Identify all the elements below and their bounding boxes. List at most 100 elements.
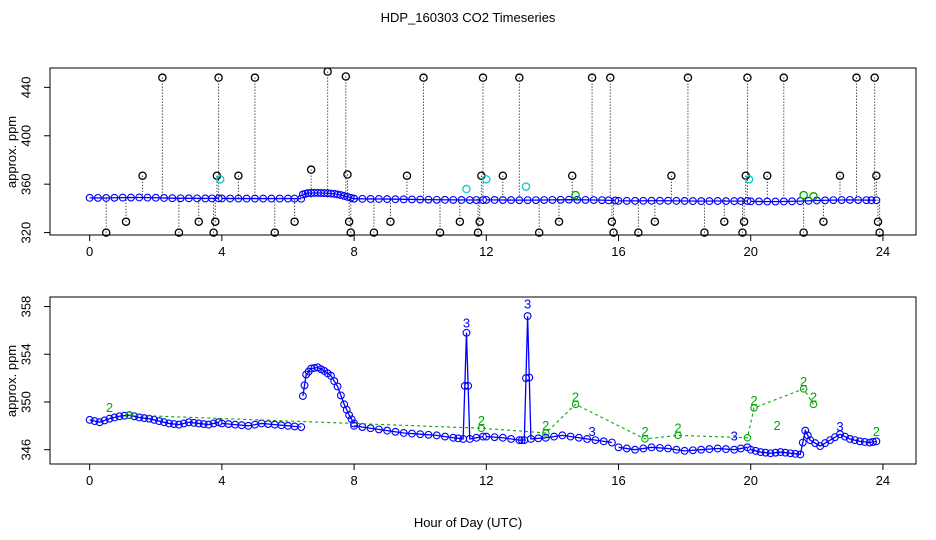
top-black-flagged-point [650,217,660,226]
top-x-tick-label: 12 [479,244,493,259]
top-panel: approx. ppm 0 4 8 12 16 20 24 320 360 400 440 [4,67,917,259]
bottom-data-point [347,415,356,424]
bottom-data-point [566,432,575,441]
top-series-line [89,196,219,200]
bottom-data-point [399,429,408,437]
top-data-point [498,196,507,204]
bottom-data-point [534,434,543,443]
bottom-series-line [221,422,302,428]
top-cyan-point [482,175,491,184]
top-data-point [85,193,94,202]
top-data-point [346,193,355,202]
bottom-data-point [174,420,183,429]
bottom-green-point [799,385,808,393]
top-black-flagged-point [835,171,845,180]
bottom-green-series-line [129,388,814,440]
top-data-point [721,197,730,206]
bottom-annotation-label: 3 [524,296,531,311]
bottom-data-point [460,381,469,390]
bottom-data-point [189,418,198,427]
top-series-line [486,199,616,202]
top-black-flagged-point [606,73,615,82]
bottom-data-point [214,418,223,427]
bottom-axes: 0 4 8 12 16 20 24 346 350 354 358 [19,296,891,488]
top-y-tick-label: 400 [19,125,34,147]
top-data-point [424,195,433,204]
top-series-line [750,199,877,203]
bottom-data-point [490,433,499,442]
top-data-point [127,193,135,202]
top-black-flagged-point [515,73,524,82]
top-black-flagged-point [194,217,203,226]
top-black-flagged-point [609,228,618,237]
top-black-flagged-point [534,228,544,237]
top-data-point [275,194,284,203]
top-black-flagged-point [872,171,881,180]
top-data-point [160,194,168,202]
bottom-data-point [550,432,559,441]
bottom-data-point [449,433,458,442]
top-black-flagged-point [819,217,828,226]
top-data-point [482,195,491,204]
top-data-point [788,197,796,206]
bottom-green-point [809,400,818,409]
bottom-data-point [120,411,129,420]
bottom-annotation-label: 2 [542,418,549,433]
bottom-data-point [523,312,532,321]
x-axis-label: Hour of Day (UTC) [414,515,522,530]
top-data-point [589,196,598,204]
bottom-data-point [145,414,154,423]
bottom-data-point [170,420,178,428]
top-data-point [242,194,251,203]
bottom-data-point [115,412,124,421]
bottom-x-tick-label: 20 [743,473,757,488]
top-data-point [490,196,499,204]
top-data-point [845,195,854,204]
top-black-flagged-point [214,73,223,82]
bottom-data-point [761,448,770,457]
top-data-point [358,194,367,203]
bottom-data-point [697,445,706,454]
top-data-point [688,197,697,206]
bottom-data-point [179,419,188,428]
top-data-point [540,196,549,204]
bottom-data-point [95,418,104,427]
top-black-flagged-point [121,217,131,226]
top-black-flagged-point [478,73,488,82]
bottom-green-point [674,431,682,440]
bottom-data-point [464,381,473,390]
top-data-point [184,194,193,203]
bottom-data-point [607,438,616,447]
bottom-data-point [383,426,392,435]
top-black-flagged-point [739,217,749,226]
top-data-point [432,195,441,204]
top-data-point [383,195,392,204]
top-x-tick-label: 20 [743,244,757,259]
top-black-flagged-point [290,217,299,226]
bottom-data-point [140,414,149,423]
bottom-data-point [869,437,877,446]
top-series-line [354,198,483,201]
top-data-point [556,195,565,204]
bottom-data-point [85,415,94,424]
top-data-point [713,197,722,205]
bottom-ylabel: approx. ppm [4,345,19,417]
top-black-flagged-point [419,73,428,82]
bottom-data-point [860,437,869,446]
bottom-green-point [571,400,580,409]
bottom-data-point [424,430,433,439]
top-data-point [515,196,524,205]
bottom-data-point [705,445,714,454]
bottom-green-point [125,411,134,419]
top-black-flagged-point [435,228,445,237]
top-plot-frame [49,67,917,236]
top-axes: 0 4 8 12 16 20 24 320 360 400 440 [19,77,891,259]
bottom-data-point [204,420,213,429]
top-data-point [374,195,383,203]
bottom-data-point [517,436,526,445]
bottom-data-point [796,450,805,459]
top-data-point [854,196,863,204]
bottom-data-point [583,435,592,443]
top-data-point [441,195,449,204]
top-black-flagged-point [101,228,111,237]
